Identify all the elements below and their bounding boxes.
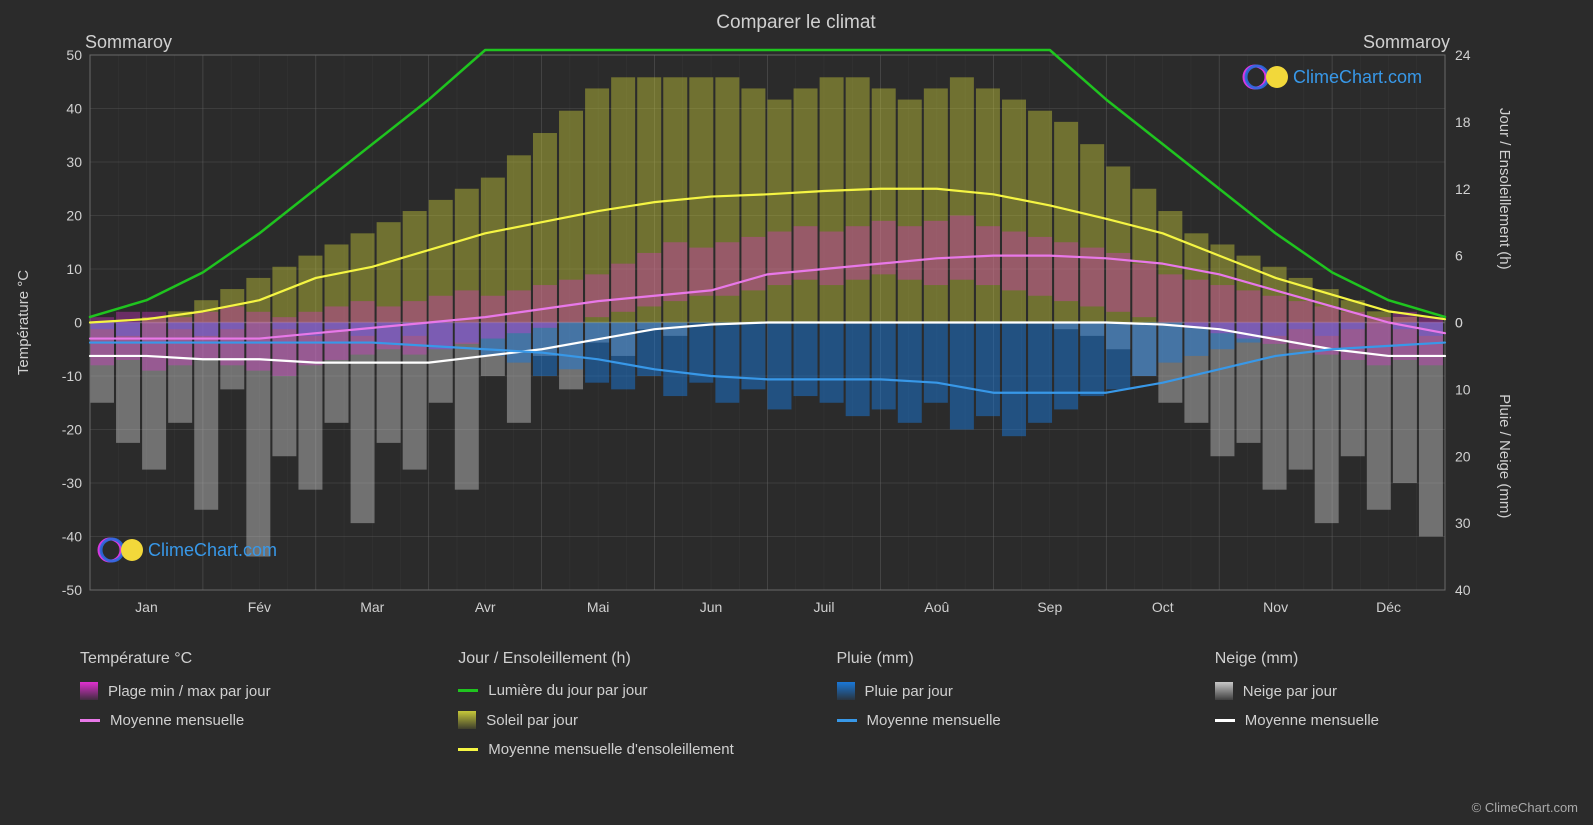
legend-area: Température °C Plage min / max par jour Mo…	[80, 650, 1553, 770]
legend-swatch	[1215, 719, 1235, 722]
legend-label: Neige par jour	[1243, 683, 1337, 700]
legend-title: Température °C	[80, 650, 418, 668]
svg-text:Jan: Jan	[135, 599, 158, 615]
legend-swatch	[80, 682, 98, 700]
svg-text:-50: -50	[62, 582, 82, 598]
svg-text:30: 30	[1455, 515, 1471, 531]
legend-item: Lumière du jour par jour	[458, 682, 796, 699]
svg-text:Température °C: Température °C	[15, 270, 32, 375]
legend-label: Pluie par jour	[865, 683, 953, 700]
svg-text:20: 20	[66, 208, 82, 224]
legend-item: Neige par jour	[1215, 682, 1553, 700]
svg-text:Fév: Fév	[248, 599, 271, 615]
legend-label: Plage min / max par jour	[108, 683, 271, 700]
legend-col-rain: Pluie (mm) Pluie par jour Moyenne mensuell…	[837, 650, 1175, 770]
legend-swatch	[458, 689, 478, 692]
svg-text:Nov: Nov	[1263, 599, 1288, 615]
legend-col-temp: Température °C Plage min / max par jour Mo…	[80, 650, 418, 770]
legend-item: Plage min / max par jour	[80, 682, 418, 700]
legend-label: Moyenne mensuelle	[867, 712, 1001, 729]
legend-swatch	[1215, 682, 1233, 700]
legend-swatch	[458, 748, 478, 751]
svg-text:ClimeChart.com: ClimeChart.com	[1293, 67, 1422, 87]
legend-label: Moyenne mensuelle	[110, 712, 244, 729]
legend-title: Pluie (mm)	[837, 650, 1175, 668]
legend-item: Moyenne mensuelle d'ensoleillement	[458, 741, 796, 758]
svg-text:Sommaroy: Sommaroy	[85, 32, 172, 52]
legend-item: Pluie par jour	[837, 682, 1175, 700]
legend-swatch	[80, 719, 100, 722]
svg-text:24: 24	[1455, 47, 1471, 63]
svg-text:Mai: Mai	[587, 599, 610, 615]
legend-item: Soleil par jour	[458, 711, 796, 729]
legend-col-sun: Jour / Ensoleillement (h) Lumière du jour…	[458, 650, 796, 770]
svg-text:Sommaroy: Sommaroy	[1363, 32, 1450, 52]
svg-text:Jour / Ensoleillement (h): Jour / Ensoleillement (h)	[1496, 108, 1513, 270]
copyright-text: © ClimeChart.com	[1472, 800, 1578, 815]
legend-swatch	[458, 711, 476, 729]
legend-swatch	[837, 682, 855, 700]
svg-text:6: 6	[1455, 248, 1463, 264]
svg-text:30: 30	[66, 154, 82, 170]
legend-label: Soleil par jour	[486, 712, 578, 729]
legend-label: Lumière du jour par jour	[488, 682, 647, 699]
svg-text:-10: -10	[62, 368, 82, 384]
svg-text:0: 0	[1455, 315, 1463, 331]
svg-text:Juil: Juil	[813, 599, 834, 615]
svg-text:20: 20	[1455, 448, 1471, 464]
svg-text:Mar: Mar	[360, 599, 384, 615]
svg-text:40: 40	[1455, 582, 1471, 598]
svg-text:Sep: Sep	[1037, 599, 1062, 615]
legend-item: Moyenne mensuelle	[80, 712, 418, 729]
svg-text:18: 18	[1455, 114, 1471, 130]
svg-text:Jun: Jun	[700, 599, 723, 615]
svg-text:Aoû: Aoû	[924, 599, 949, 615]
svg-text:10: 10	[1455, 381, 1471, 397]
svg-text:Oct: Oct	[1152, 599, 1174, 615]
svg-text:0: 0	[74, 315, 82, 331]
svg-text:-20: -20	[62, 422, 82, 438]
legend-col-snow: Neige (mm) Neige par jour Moyenne mensuell…	[1215, 650, 1553, 770]
legend-title: Jour / Ensoleillement (h)	[458, 650, 796, 668]
svg-text:ClimeChart.com: ClimeChart.com	[148, 540, 277, 560]
chart-svg: 50403020100-10-20-30-40-5024181260010203…	[0, 0, 1593, 650]
legend-title: Neige (mm)	[1215, 650, 1553, 668]
svg-text:12: 12	[1455, 181, 1471, 197]
svg-text:Avr: Avr	[475, 599, 496, 615]
svg-text:-40: -40	[62, 529, 82, 545]
legend-label: Moyenne mensuelle	[1245, 712, 1379, 729]
svg-text:-30: -30	[62, 475, 82, 491]
legend-item: Moyenne mensuelle	[837, 712, 1175, 729]
chart-container: 50403020100-10-20-30-40-5024181260010203…	[0, 0, 1593, 825]
svg-text:Pluie / Neige (mm): Pluie / Neige (mm)	[1496, 394, 1513, 518]
legend-item: Moyenne mensuelle	[1215, 712, 1553, 729]
svg-text:Déc: Déc	[1376, 599, 1401, 615]
svg-text:Comparer le climat: Comparer le climat	[716, 12, 876, 33]
legend-label: Moyenne mensuelle d'ensoleillement	[488, 741, 734, 758]
svg-text:40: 40	[66, 101, 82, 117]
svg-text:10: 10	[66, 261, 82, 277]
svg-text:50: 50	[66, 47, 82, 63]
legend-swatch	[837, 719, 857, 722]
